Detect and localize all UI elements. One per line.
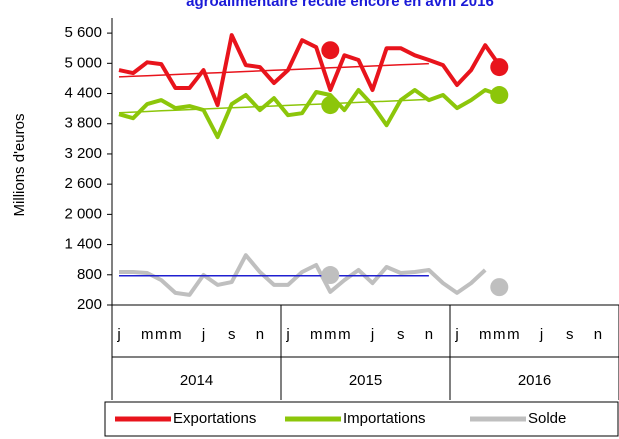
- y-tick-label: 5 000: [64, 54, 102, 71]
- y-tick-label: 2 600: [64, 175, 102, 192]
- legend-box: [104, 401, 619, 437]
- y-tick-label: 200: [77, 296, 102, 313]
- x-tick-label: j: [454, 326, 458, 343]
- trend-line: [118, 62, 429, 78]
- x-tick-label: s: [397, 326, 405, 343]
- y-tick-label: 5 600: [64, 24, 102, 41]
- highlight-marker: [321, 96, 340, 115]
- x-tick-label: m: [324, 326, 337, 343]
- series-line: [118, 88, 500, 140]
- x-tick-label: m: [338, 326, 351, 343]
- legend-label: Exportations: [173, 410, 256, 427]
- highlight-marker: [490, 58, 509, 77]
- x-tick-label: m: [310, 326, 323, 343]
- highlight-marker: [321, 41, 340, 60]
- x-tick-label: j: [370, 326, 374, 343]
- x-tick-label: m: [493, 326, 506, 343]
- y-tick-label: 800: [77, 266, 102, 283]
- year-label: 2015: [349, 372, 382, 389]
- x-tick-label: m: [141, 326, 154, 343]
- x-tick-label: j: [539, 326, 543, 343]
- y-tick-label: 3 200: [64, 145, 102, 162]
- x-tick-label: m: [155, 326, 168, 343]
- x-tick-label: j: [285, 326, 289, 343]
- y-tick-label: 2 000: [64, 205, 102, 222]
- y-tick-label: 3 800: [64, 115, 102, 132]
- legend-label: Importations: [343, 410, 426, 427]
- highlight-marker: [490, 278, 509, 297]
- year-label: 2016: [518, 372, 551, 389]
- x-tick-label: s: [566, 326, 574, 343]
- y-tick-label: 1 400: [64, 236, 102, 253]
- trend-line: [118, 98, 429, 114]
- x-tick-label: j: [116, 326, 120, 343]
- legend-label: Solde: [528, 410, 566, 427]
- x-tick-label: n: [594, 326, 602, 343]
- chart-title: agroalimentaire recule encore en avril 2…: [186, 0, 494, 10]
- highlight-marker: [490, 86, 509, 105]
- x-tick-label: n: [425, 326, 433, 343]
- y-tick-label: 4 400: [64, 84, 102, 101]
- x-tick-label: s: [228, 326, 236, 343]
- series-line: [118, 33, 501, 108]
- x-tick-label: j: [201, 326, 205, 343]
- x-tick-label: n: [256, 326, 264, 343]
- series-line: [119, 253, 487, 297]
- x-tick-label: m: [169, 326, 182, 343]
- year-label: 2014: [180, 372, 213, 389]
- x-tick-label: m: [507, 326, 520, 343]
- x-tick-label: m: [479, 326, 492, 343]
- y-axis-label: Millions d'euros: [11, 114, 28, 217]
- highlight-marker: [321, 266, 340, 285]
